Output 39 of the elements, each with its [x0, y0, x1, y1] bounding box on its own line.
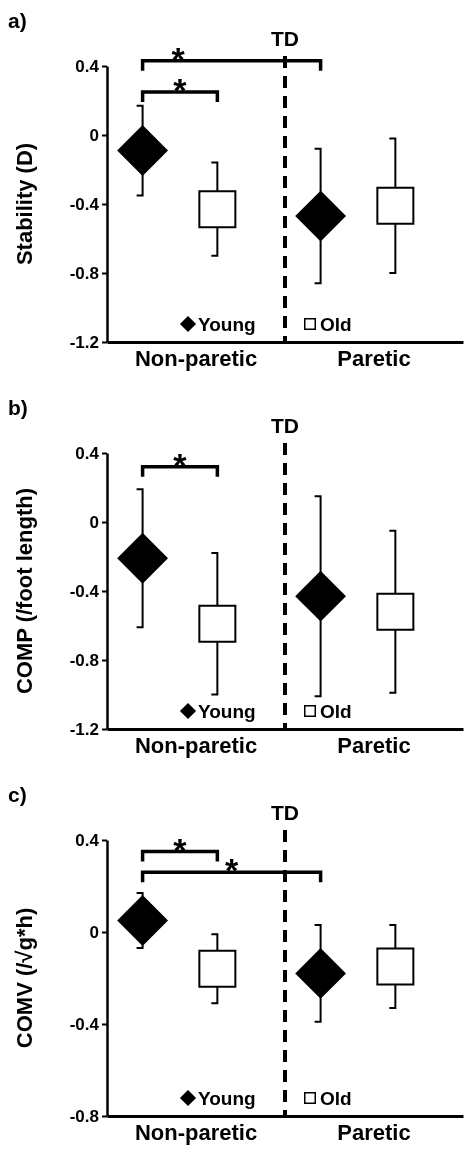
- x-tick-label: Non-paretic: [134, 345, 258, 371]
- legend-label: Young: [198, 701, 256, 722]
- chart-title: c): [8, 783, 27, 806]
- annotation: *: [173, 830, 188, 869]
- annotation: *: [224, 851, 239, 890]
- chart-title: b): [8, 396, 28, 419]
- y-tick-label: -1.2: [69, 332, 99, 352]
- legend-label: Old: [320, 701, 352, 722]
- y-axis-title: COMV (/√g*h): [12, 907, 37, 1049]
- x-tick-label: Non-paretic: [134, 1119, 258, 1145]
- legend-label: Young: [198, 1088, 256, 1109]
- y-tick-label: -0.8: [69, 650, 99, 670]
- annotation: *: [171, 39, 186, 78]
- y-axis-title: Stability (D): [12, 142, 37, 266]
- y-tick-label: -1.2: [69, 719, 99, 739]
- y-tick-label: 0.4: [75, 830, 100, 850]
- y-tick-label: -0.4: [69, 581, 100, 601]
- text: TD: [271, 414, 299, 437]
- y-tick-label: -0.8: [69, 1106, 99, 1126]
- legend-label: Young: [198, 314, 256, 335]
- x-tick-label: Non-paretic: [134, 732, 258, 758]
- y-tick-label: 0.4: [75, 56, 100, 76]
- text: TD: [271, 27, 299, 50]
- y-tick-label: 0: [89, 512, 99, 532]
- x-tick-label: Paretic: [337, 1119, 411, 1145]
- y-tick-label: 0: [89, 922, 99, 942]
- y-axis-title: COMP (/foot length): [12, 487, 37, 695]
- x-tick-label: Paretic: [337, 345, 411, 371]
- y-tick-label: -0.4: [69, 1014, 100, 1034]
- y-tick-label: 0: [89, 125, 99, 145]
- legend-label: Old: [320, 314, 352, 335]
- y-tick-label: 0.4: [75, 443, 100, 463]
- y-tick-label: -0.4: [69, 194, 100, 214]
- y-tick-label: -0.8: [69, 263, 99, 283]
- chart-title: a): [8, 9, 27, 32]
- legend-label: Old: [320, 1088, 352, 1109]
- annotation: *: [173, 445, 188, 484]
- text: TD: [271, 801, 299, 824]
- x-tick-label: Paretic: [337, 732, 411, 758]
